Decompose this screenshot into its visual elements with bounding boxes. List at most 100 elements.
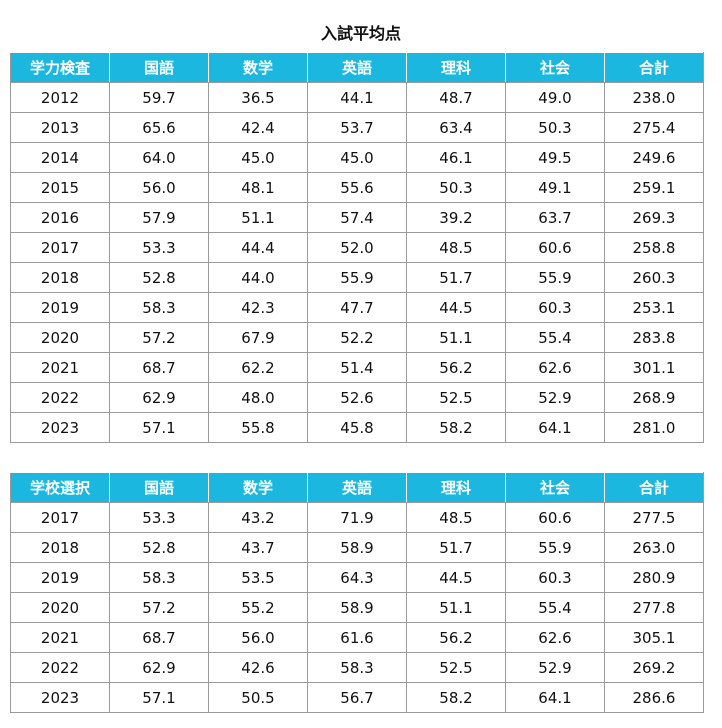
table-header-row: 学校選択 国語 数学 英語 理科 社会 合計 — [10, 472, 704, 503]
score-cell: 58.2 — [406, 682, 506, 713]
score-cell: 48.7 — [406, 82, 506, 113]
score-cell: 53.5 — [208, 562, 308, 593]
score-cell: 46.1 — [406, 142, 506, 173]
score-cell: 55.6 — [307, 172, 407, 203]
score-cell: 44.1 — [307, 82, 407, 113]
score-cell: 51.7 — [406, 262, 506, 293]
score-cell: 280.9 — [604, 562, 704, 593]
score-cell: 259.1 — [604, 172, 704, 203]
score-cell: 36.5 — [208, 82, 308, 113]
column-header: 数学 — [208, 472, 308, 503]
score-cell: 52.9 — [505, 652, 605, 683]
score-cell: 281.0 — [604, 412, 704, 443]
table-row: 2022 62.9 48.0 52.6 52.5 52.9 268.9 — [10, 382, 704, 413]
score-cell: 47.7 — [307, 292, 407, 323]
score-cell: 64.3 — [307, 562, 407, 593]
score-cell: 249.6 — [604, 142, 704, 173]
score-cell: 50.3 — [505, 112, 605, 143]
score-cell: 64.0 — [109, 142, 209, 173]
score-cell: 63.7 — [505, 202, 605, 233]
column-header: 社会 — [505, 472, 605, 503]
score-cell: 58.3 — [109, 292, 209, 323]
year-cell: 2015 — [10, 172, 110, 203]
score-cell: 50.5 — [208, 682, 308, 713]
table-row: 2021 68.7 56.0 61.6 56.2 62.6 305.1 — [10, 622, 704, 653]
column-header: 英語 — [307, 52, 407, 83]
score-cell: 62.2 — [208, 352, 308, 383]
year-cell: 2018 — [10, 532, 110, 563]
score-cell: 57.2 — [109, 322, 209, 353]
score-cell: 55.9 — [307, 262, 407, 293]
score-cell: 42.4 — [208, 112, 308, 143]
score-cell: 286.6 — [604, 682, 704, 713]
score-cell: 45.0 — [307, 142, 407, 173]
year-cell: 2023 — [10, 682, 110, 713]
score-cell: 277.5 — [604, 502, 704, 533]
year-cell: 2023 — [10, 412, 110, 443]
year-cell: 2022 — [10, 382, 110, 413]
score-cell: 48.5 — [406, 232, 506, 263]
table-row: 2018 52.8 43.7 58.9 51.7 55.9 263.0 — [10, 532, 704, 563]
row-header-label: 学力検査 — [10, 52, 110, 83]
score-cell: 56.0 — [208, 622, 308, 653]
score-cell: 42.3 — [208, 292, 308, 323]
year-cell: 2013 — [10, 112, 110, 143]
table-row: 2018 52.8 44.0 55.9 51.7 55.9 260.3 — [10, 262, 704, 293]
score-cell: 60.3 — [505, 292, 605, 323]
score-cell: 56.0 — [109, 172, 209, 203]
column-header: 社会 — [505, 52, 605, 83]
year-cell: 2017 — [10, 232, 110, 263]
score-cell: 301.1 — [604, 352, 704, 383]
table-row: 2020 57.2 67.9 52.2 51.1 55.4 283.8 — [10, 322, 704, 353]
score-cell: 48.1 — [208, 172, 308, 203]
score-cell: 51.1 — [406, 322, 506, 353]
score-cell: 305.1 — [604, 622, 704, 653]
school-selection-average-table: 学校選択 国語 数学 英語 理科 社会 合計 2017 53.3 43.2 71.9 48.5 60.… — [10, 472, 704, 713]
table-row: 2021 68.7 62.2 51.4 56.2 62.6 301.1 — [10, 352, 704, 383]
year-cell: 2022 — [10, 652, 110, 683]
year-cell: 2020 — [10, 322, 110, 353]
table-row: 2015 56.0 48.1 55.6 50.3 49.1 259.1 — [10, 172, 704, 203]
score-cell: 62.6 — [505, 352, 605, 383]
score-cell: 48.5 — [406, 502, 506, 533]
score-cell: 68.7 — [109, 622, 209, 653]
score-cell: 57.4 — [307, 202, 407, 233]
table-row: 2012 59.7 36.5 44.1 48.7 49.0 238.0 — [10, 82, 704, 113]
year-cell: 2016 — [10, 202, 110, 233]
column-header: 理科 — [406, 52, 506, 83]
score-cell: 55.2 — [208, 592, 308, 623]
score-cell: 58.3 — [307, 652, 407, 683]
year-cell: 2012 — [10, 82, 110, 113]
score-cell: 52.0 — [307, 232, 407, 263]
score-cell: 52.8 — [109, 262, 209, 293]
score-cell: 50.3 — [406, 172, 506, 203]
score-cell: 55.9 — [505, 262, 605, 293]
score-cell: 43.2 — [208, 502, 308, 533]
table-row: 2020 57.2 55.2 58.9 51.1 55.4 277.8 — [10, 592, 704, 623]
score-cell: 55.9 — [505, 532, 605, 563]
score-cell: 269.2 — [604, 652, 704, 683]
score-cell: 62.9 — [109, 652, 209, 683]
score-cell: 57.9 — [109, 202, 209, 233]
score-cell: 52.6 — [307, 382, 407, 413]
score-cell: 71.9 — [307, 502, 407, 533]
year-cell: 2019 — [10, 292, 110, 323]
table-row: 2017 53.3 43.2 71.9 48.5 60.6 277.5 — [10, 502, 704, 533]
score-cell: 253.1 — [604, 292, 704, 323]
score-cell: 260.3 — [604, 262, 704, 293]
score-cell: 63.4 — [406, 112, 506, 143]
score-cell: 58.2 — [406, 412, 506, 443]
score-cell: 53.3 — [109, 502, 209, 533]
score-cell: 51.7 — [406, 532, 506, 563]
score-cell: 58.9 — [307, 592, 407, 623]
table-row: 2016 57.9 51.1 57.4 39.2 63.7 269.3 — [10, 202, 704, 233]
year-cell: 2021 — [10, 352, 110, 383]
row-header-label: 学校選択 — [10, 472, 110, 503]
table-row: 2014 64.0 45.0 45.0 46.1 49.5 249.6 — [10, 142, 704, 173]
year-cell: 2018 — [10, 262, 110, 293]
column-header: 合計 — [604, 472, 704, 503]
score-cell: 52.5 — [406, 382, 506, 413]
score-cell: 56.2 — [406, 622, 506, 653]
score-cell: 51.1 — [208, 202, 308, 233]
year-cell: 2014 — [10, 142, 110, 173]
